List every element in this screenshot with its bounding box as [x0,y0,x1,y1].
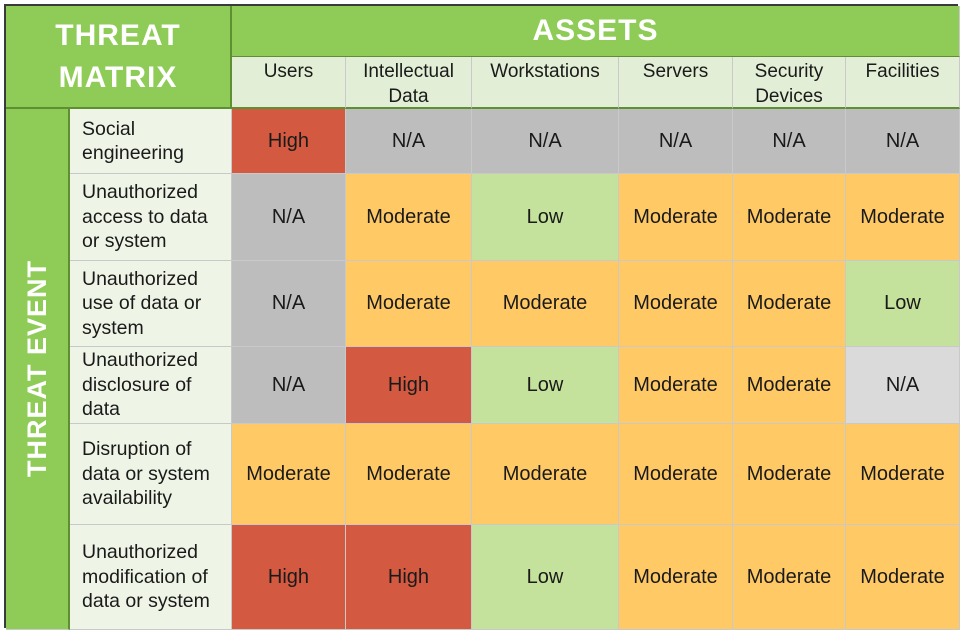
risk-cell: Moderate [619,424,733,525]
asset-header-line1: Intellectual [363,61,454,82]
threat-row-label: Unauthorized disclosure of data [70,347,232,424]
risk-cell: N/A [232,347,346,424]
threat-row-label: Social engineering [70,109,232,174]
risk-cell: Moderate [472,261,619,347]
risk-cell: Moderate [619,261,733,347]
risk-cell: N/A [846,347,960,424]
matrix-title: THREAT MATRIX [6,6,232,109]
risk-cell: Low [846,261,960,347]
threat-row-label: Unauthorized use of data or system [70,261,232,347]
risk-cell: N/A [846,109,960,174]
risk-cell: N/A [346,109,472,174]
risk-cell: Moderate [346,261,472,347]
risk-cell: Moderate [733,261,846,347]
risk-cell: Moderate [619,174,733,261]
risk-cell: N/A [619,109,733,174]
risk-cell: Moderate [619,347,733,424]
threat-event-label: THREAT EVENT [6,109,70,630]
assets-header: ASSETS [232,6,960,57]
risk-cell: High [346,347,472,424]
asset-header-servers: Servers [619,57,733,109]
asset-header-users: Users [232,57,346,109]
matrix-title-line2: MATRIX [58,60,178,94]
risk-cell: N/A [232,174,346,261]
risk-cell: Moderate [846,424,960,525]
threat-row-label: Disruption of data or system availabilit… [70,424,232,525]
risk-cell: Moderate [733,174,846,261]
threat-row-label: Unauthorized modification of data or sys… [70,525,232,630]
asset-header-line2: Data [388,86,429,107]
threat-matrix-table: THREAT MATRIX ASSETS Users Intellectual D… [4,4,960,630]
asset-header-line1: Security [754,61,824,82]
asset-header-workstations: Workstations [472,57,619,109]
risk-cell: Moderate [733,424,846,525]
asset-header-line1: Servers [642,61,709,82]
risk-cell: N/A [232,261,346,347]
risk-cell: Moderate [232,424,346,525]
risk-cell: Moderate [619,525,733,630]
asset-header-line1: Facilities [865,61,940,82]
risk-cell: N/A [733,109,846,174]
risk-cell: Low [472,347,619,424]
risk-cell: Low [472,174,619,261]
asset-header-line1: Users [263,61,314,82]
risk-cell: High [346,525,472,630]
risk-cell: Moderate [346,174,472,261]
risk-cell: Moderate [846,525,960,630]
threat-event-text: THREAT EVENT [21,260,52,478]
risk-cell: Moderate [846,174,960,261]
risk-cell: High [232,109,346,174]
asset-header-security-devices: Security Devices [733,57,846,109]
risk-cell: Moderate [472,424,619,525]
asset-header-intellectual-data: Intellectual Data [346,57,472,109]
threat-row-label: Unauthorized access to data or system [70,174,232,261]
asset-header-line1: Workstations [490,61,600,82]
matrix-title-line1: THREAT [55,18,181,52]
asset-header-facilities: Facilities [846,57,960,109]
risk-cell: N/A [472,109,619,174]
risk-cell: High [232,525,346,630]
risk-cell: Moderate [346,424,472,525]
risk-cell: Moderate [733,347,846,424]
risk-cell: Low [472,525,619,630]
asset-header-line2: Devices [755,86,823,107]
risk-cell: Moderate [733,525,846,630]
